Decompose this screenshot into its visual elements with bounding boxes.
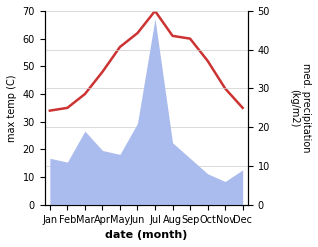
- Y-axis label: med. precipitation
(kg/m2): med. precipitation (kg/m2): [289, 63, 311, 153]
- X-axis label: date (month): date (month): [105, 230, 187, 240]
- Y-axis label: max temp (C): max temp (C): [7, 74, 17, 142]
